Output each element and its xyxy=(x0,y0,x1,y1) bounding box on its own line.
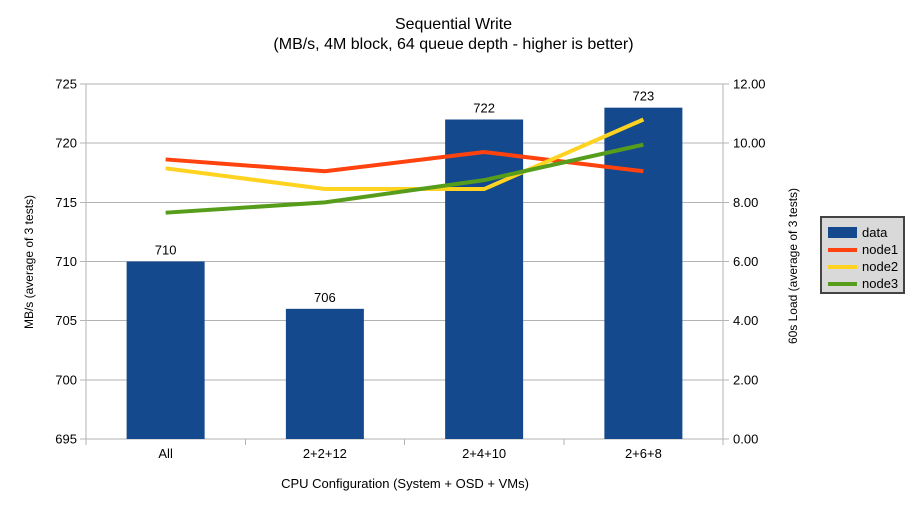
x-category-label: 2+2+12 xyxy=(303,446,347,461)
bar-value-label: 710 xyxy=(155,243,177,258)
bar-value-label: 706 xyxy=(314,290,336,305)
legend-item-node3: node3 xyxy=(828,275,903,292)
left-axis-tick-label: 715 xyxy=(55,195,77,210)
x-axis-title: CPU Configuration (System + OSD + VMs) xyxy=(281,476,529,491)
left-axis-tick-label: 695 xyxy=(55,432,77,447)
chart-subtitle: (MB/s, 4M block, 64 queue depth - higher… xyxy=(273,36,634,53)
x-category-label: 2+6+8 xyxy=(625,446,662,461)
right-axis-tick-label: 2.00 xyxy=(733,372,758,387)
bar-value-label: 722 xyxy=(473,101,495,116)
line-node3 xyxy=(165,142,644,215)
chart-title: Sequential Write xyxy=(394,16,513,33)
left-axis-title: MB/s (average of 3 tests) xyxy=(22,194,36,330)
right-axis-title: 60s Load (average of 3 tests) xyxy=(786,187,800,345)
legend-item-data: data xyxy=(828,224,903,241)
legend: data node1 node2 node3 xyxy=(820,216,905,294)
legend-item-node2: node2 xyxy=(828,258,903,275)
legend-label-node3: node3 xyxy=(862,276,899,291)
legend-label-node2: node2 xyxy=(862,259,899,274)
left-axis-tick-label: 705 xyxy=(55,313,77,328)
bar-2+2+12 xyxy=(285,308,364,439)
bar-2+4+10 xyxy=(445,119,524,439)
chart-title-block: Sequential Write (MB/s, 4M block, 64 que… xyxy=(0,15,907,55)
legend-item-node1: node1 xyxy=(828,241,903,258)
bar-2+6+8 xyxy=(604,107,683,440)
legend-swatch-node3 xyxy=(828,281,857,286)
right-axis-tick-label: 4.00 xyxy=(733,313,758,328)
left-axis-tick-label: 700 xyxy=(55,372,77,387)
legend-swatch-node1 xyxy=(828,247,857,252)
legend-swatch-data xyxy=(828,227,857,238)
x-category-label: 2+4+10 xyxy=(462,446,506,461)
left-axis-tick-label: 720 xyxy=(55,136,77,151)
legend-label-data: data xyxy=(862,225,888,240)
bar-All xyxy=(126,261,205,439)
legend-swatch-node2 xyxy=(828,264,857,269)
left-axis-tick-label: 710 xyxy=(55,254,77,269)
right-axis-tick-label: 0.00 xyxy=(733,432,758,447)
right-axis-tick-label: 6.00 xyxy=(733,254,758,269)
bar-value-label: 723 xyxy=(633,89,655,104)
right-axis-tick-label: 10.00 xyxy=(733,136,766,151)
legend-label-node1: node1 xyxy=(862,242,899,257)
left-axis-tick-label: 725 xyxy=(55,77,77,92)
right-axis-tick-label: 12.00 xyxy=(733,77,766,92)
right-axis-tick-label: 8.00 xyxy=(733,195,758,210)
line-node2 xyxy=(165,117,645,192)
x-category-label: All xyxy=(158,446,173,461)
